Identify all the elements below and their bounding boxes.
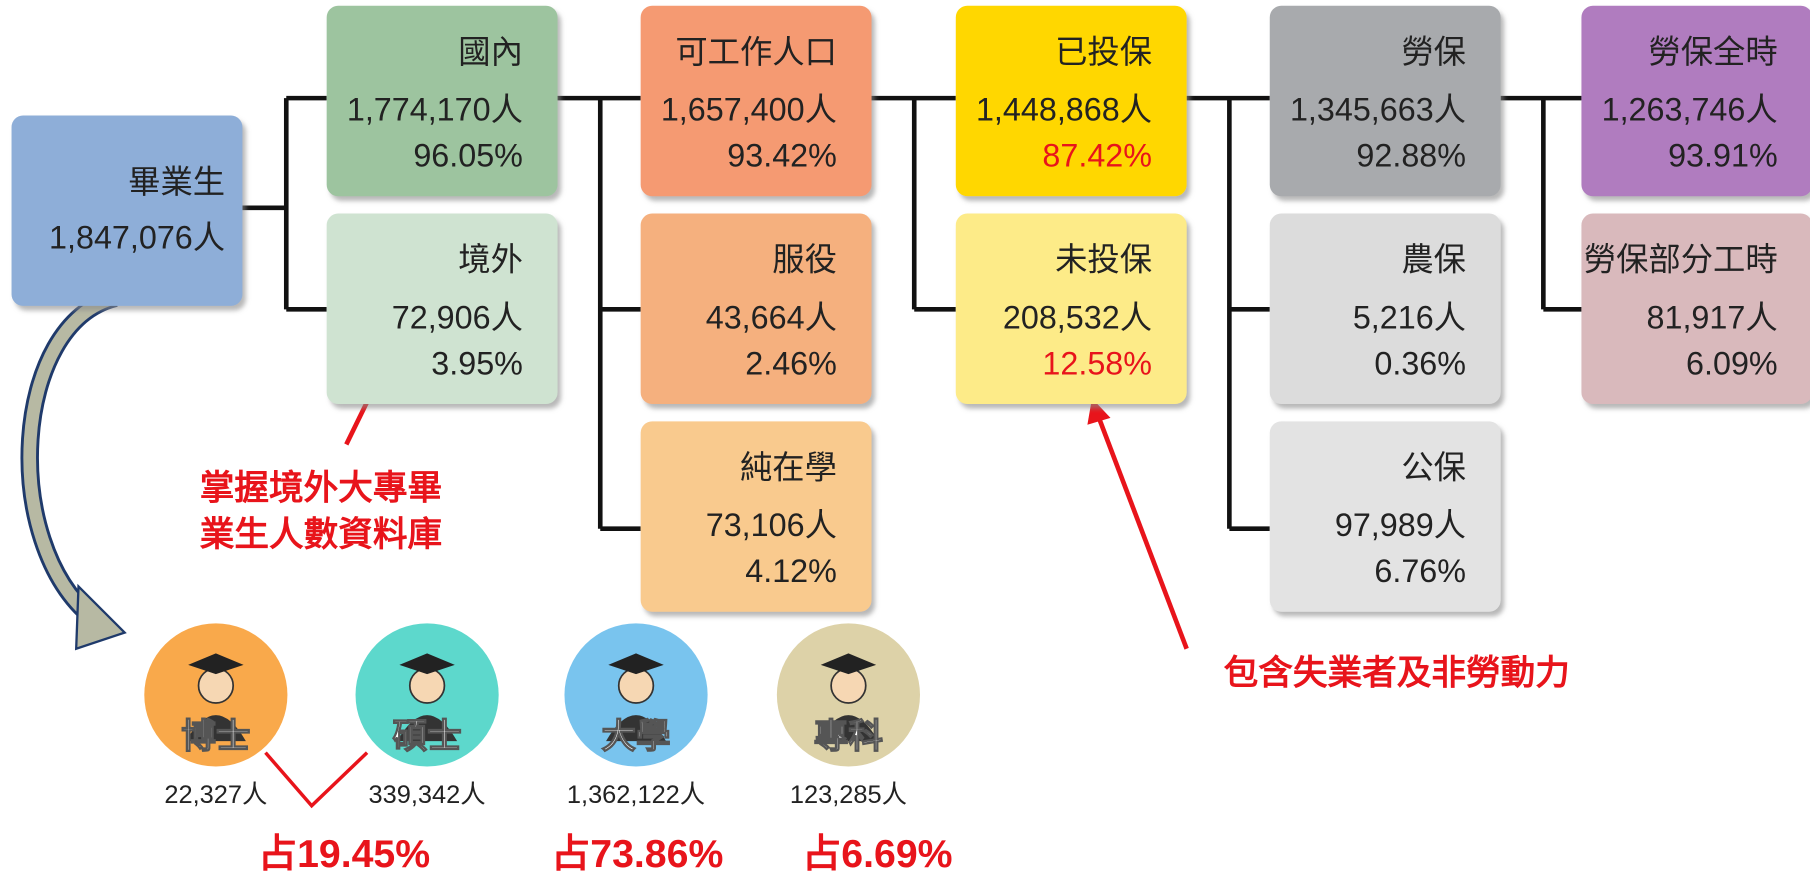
degree-label: 大學: [601, 718, 670, 756]
node-percent: 6.76%: [1374, 553, 1466, 589]
node-percent: 6.09%: [1686, 345, 1778, 381]
node-label: 勞保全時: [1648, 34, 1777, 70]
diagram: 畢業生 1,847,076人 國內 1,774,170人 96.05% 境外 72,906人…: [0, 0, 1810, 875]
share: 占73.86%: [551, 832, 723, 875]
node-label: 畢業生: [128, 164, 225, 200]
node-label: 已投保: [1055, 34, 1152, 70]
node-box: 勞保全時 1,263,746人 93.91%: [1581, 6, 1810, 196]
node-percent: 96.05%: [413, 138, 523, 174]
node-box: 已投保 1,448,868人 87.42%: [956, 6, 1187, 196]
node-box: 國內 1,774,170人 96.05%: [327, 6, 558, 196]
node-label: 境外: [458, 242, 523, 278]
node-label: 國內: [458, 34, 523, 70]
node-count: 5,216人: [1353, 299, 1466, 335]
node-label: 可工作人口: [675, 34, 837, 70]
node-percent: 92.88%: [1356, 138, 1466, 174]
node-label: 公保: [1401, 449, 1466, 485]
node-count: 1,774,170人: [347, 92, 523, 128]
node-percent: 2.46%: [745, 345, 837, 381]
node-count: 1,263,746人: [1602, 92, 1778, 128]
node-box: 境外 72,906人 3.95%: [327, 214, 558, 404]
degree-label: 博士: [181, 718, 250, 756]
node-percent: 87.42%: [1042, 138, 1152, 174]
node-count: 1,345,663人: [1290, 92, 1466, 128]
node-count: 1,847,076人: [49, 220, 225, 256]
node-box: 公保 97,989人 6.76%: [1270, 421, 1501, 611]
degree: 碩士 339,342人: [356, 623, 499, 809]
share: 占19.45%: [258, 832, 430, 875]
node-count: 43,664人: [706, 299, 837, 335]
node-label: 未投保: [1055, 242, 1152, 278]
degree: 博士 22,327人: [144, 623, 287, 809]
box: [12, 115, 243, 305]
node-label: 服役: [772, 242, 837, 278]
node-count: 72,906人: [392, 299, 523, 335]
curved-arrow: [30, 298, 125, 649]
degree-count: 1,362,122人: [567, 781, 705, 809]
node-percent: 0.36%: [1374, 345, 1466, 381]
degree: 專科 123,285人: [777, 623, 920, 809]
node-box: 勞保部分工時 81,917人 6.09%: [1581, 214, 1810, 404]
annotation: 包含失業者及非勞動力: [1224, 654, 1570, 692]
degree: 大學 1,362,122人: [564, 623, 707, 809]
node-box: 未投保 208,532人 12.58%: [956, 214, 1187, 404]
node-count: 1,657,400人: [661, 92, 837, 128]
node-count: 73,106人: [706, 507, 837, 543]
node-percent: 3.95%: [431, 345, 523, 381]
node-label: 純在學: [740, 449, 837, 485]
annotation: 掌握境外大專畢: [200, 470, 442, 508]
node-label: 勞保部分工時: [1584, 242, 1778, 278]
node-label: 勞保: [1401, 34, 1466, 70]
degree-count: 123,285人: [790, 781, 907, 809]
node-percent: 4.12%: [745, 553, 837, 589]
annotation: 業生人數資料庫: [200, 516, 442, 554]
share: 占6.69%: [802, 832, 952, 875]
node-count: 208,532人: [1003, 299, 1152, 335]
degrees: 博士 22,327人 碩士 339,342人 大學 1,362,122人 專科 123,285…: [144, 623, 920, 809]
degree-label: 碩士: [392, 718, 461, 756]
node-box: 勞保 1,345,663人 92.88%: [1270, 6, 1501, 196]
degree-count: 22,327人: [164, 781, 267, 809]
node-box: 服役 43,664人 2.46%: [641, 214, 872, 404]
node-count: 1,448,868人: [976, 92, 1152, 128]
degree-count: 339,342人: [369, 781, 486, 809]
node-count: 97,989人: [1335, 507, 1466, 543]
degree-label: 專科: [814, 718, 884, 756]
node-box: 農保 5,216人 0.36%: [1270, 214, 1501, 404]
node-box: 可工作人口 1,657,400人 93.42%: [641, 6, 872, 196]
node-percent: 93.91%: [1668, 138, 1778, 174]
node-label: 農保: [1401, 242, 1466, 278]
node-percent: 93.42%: [727, 138, 837, 174]
node-box: 畢業生 1,847,076人: [12, 115, 243, 305]
node-box: 純在學 73,106人 4.12%: [641, 421, 872, 611]
node-percent: 12.58%: [1042, 345, 1152, 381]
node-count: 81,917人: [1647, 299, 1778, 335]
